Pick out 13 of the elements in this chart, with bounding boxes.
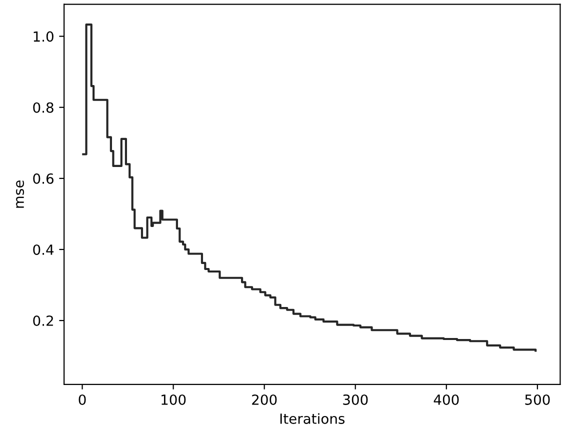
- x-tick-label: 100: [162, 394, 186, 405]
- x-tick-label: 400: [434, 394, 459, 405]
- y-tick-label: 0.6: [33, 173, 54, 184]
- y-tick-label: 0.8: [33, 102, 54, 113]
- x-tick-label: 200: [252, 394, 277, 405]
- x-tick-label: 300: [343, 394, 368, 405]
- x-tick-label: 500: [525, 394, 550, 405]
- y-axis-title: mse: [16, 180, 24, 208]
- x-axis-title: Iterations: [280, 413, 345, 424]
- y-tick-label: 1.0: [34, 31, 54, 42]
- y-tick-label: 0.2: [33, 315, 53, 326]
- x-tick-label: 0: [78, 394, 86, 405]
- y-tick-label: 0.4: [33, 244, 54, 255]
